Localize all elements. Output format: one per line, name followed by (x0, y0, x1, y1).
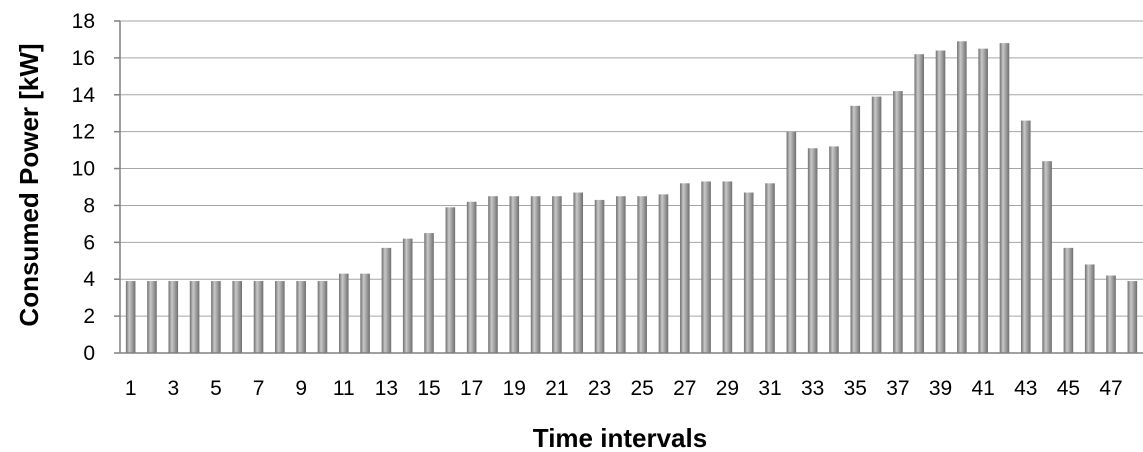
bar (466, 201, 477, 353)
y-tick-label: 10 (72, 158, 95, 181)
y-tick-label: 4 (83, 268, 95, 291)
bar (1084, 264, 1095, 353)
bar (871, 96, 882, 353)
bar (829, 146, 839, 353)
x-tick-label: 11 (333, 377, 355, 400)
y-tick-label: 12 (72, 121, 95, 144)
bar (999, 43, 1010, 354)
bar (424, 233, 434, 353)
bar (573, 192, 584, 353)
bar (189, 281, 200, 353)
bar (679, 183, 690, 353)
y-axis-title: Consumed Power [kW] (14, 43, 44, 326)
bar (914, 54, 925, 353)
bar (701, 181, 711, 353)
x-tick-label: 3 (167, 377, 179, 400)
bar (253, 281, 264, 353)
bar (211, 281, 221, 353)
x-tick-label: 21 (545, 377, 568, 400)
x-tick-label: 39 (929, 377, 952, 400)
x-tick-label: 19 (503, 377, 526, 400)
bar (935, 50, 946, 354)
x-tick-label: 45 (1057, 377, 1080, 400)
bar (275, 281, 285, 353)
x-tick-label: 25 (630, 377, 653, 400)
bar (1127, 281, 1138, 353)
bar (296, 281, 306, 353)
bar (1063, 247, 1074, 353)
bar (658, 194, 669, 353)
gridlines (120, 20, 1143, 317)
y-tick-labels: 0 2 4 6 8 10 12 14 16 18 (72, 10, 96, 365)
y-tick-label: 18 (72, 10, 95, 33)
x-tick-label: 15 (417, 377, 440, 400)
bar (402, 238, 413, 353)
x-tick-label: 35 (844, 377, 867, 400)
x-tick-label: 29 (716, 377, 739, 400)
y-tick-label: 2 (83, 305, 95, 328)
bar (317, 281, 328, 353)
bars (125, 41, 1138, 354)
bar (125, 281, 136, 353)
y-tick-label: 6 (83, 231, 95, 254)
bar (360, 273, 370, 353)
bar (1106, 275, 1116, 353)
y-tick-label: 8 (83, 194, 95, 217)
x-tick-label: 27 (673, 377, 696, 400)
bar (445, 207, 456, 353)
bar (807, 148, 818, 353)
y-tick-label: 14 (72, 84, 96, 107)
bar (168, 281, 179, 353)
bar (722, 181, 733, 353)
x-tick-label: 43 (1014, 377, 1037, 400)
x-tick-label: 7 (253, 377, 265, 400)
x-tick-label: 33 (801, 377, 824, 400)
x-tick-label: 47 (1099, 377, 1122, 400)
bar (637, 196, 647, 353)
bar (488, 196, 498, 353)
bar (1042, 161, 1052, 353)
x-tick-label: 9 (295, 377, 307, 400)
x-tick-label: 41 (971, 377, 994, 400)
x-tick-label: 1 (125, 377, 137, 400)
bar (147, 281, 157, 353)
bar (1020, 120, 1031, 353)
x-tick-label: 13 (375, 377, 398, 400)
bar (552, 196, 562, 353)
x-tick-label: 17 (460, 377, 483, 400)
x-tick-label: 5 (210, 377, 222, 400)
axes (114, 20, 1143, 354)
bar (850, 105, 861, 353)
x-tick-label: 37 (886, 377, 909, 400)
y-tick-label: 16 (72, 47, 95, 70)
x-tick-label: 23 (588, 377, 611, 400)
bar (743, 192, 754, 353)
bar (530, 196, 541, 353)
x-axis-title: Time intervals (533, 423, 707, 452)
x-tick-label: 31 (758, 377, 781, 400)
bar (616, 196, 626, 353)
bar (381, 247, 392, 353)
bar (594, 199, 605, 353)
bar (957, 41, 967, 354)
y-tick-label: 0 (83, 342, 95, 365)
bar (232, 281, 243, 353)
x-tick-labels: 1 3 5 7 9 11 13 15 17 19 21 23 25 27 29 31 33 35 37 39 41 43 4… (125, 377, 1123, 400)
bar (786, 131, 797, 353)
bar (893, 91, 903, 353)
bar (509, 196, 520, 353)
bar (338, 273, 349, 353)
bar (765, 183, 775, 353)
bar (978, 48, 988, 354)
